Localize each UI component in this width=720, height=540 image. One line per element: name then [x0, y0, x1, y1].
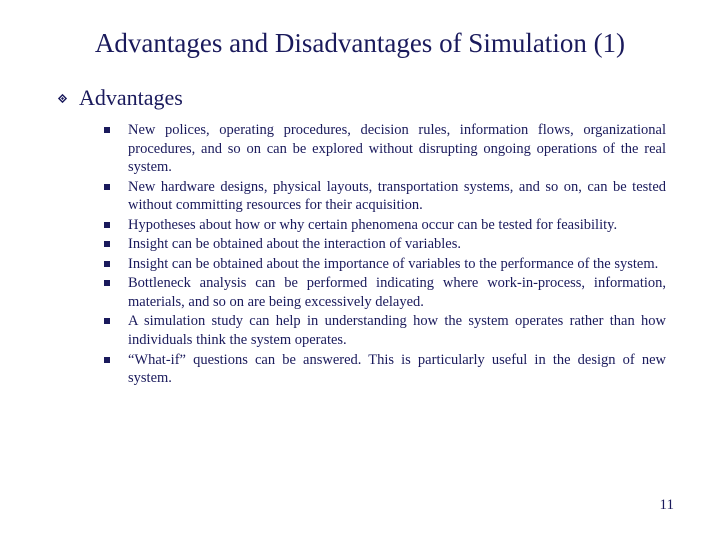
section-heading: Advantages [79, 85, 183, 111]
points-list: New polices, operating procedures, decis… [48, 121, 672, 388]
list-item: Bottleneck analysis can be performed ind… [104, 274, 666, 311]
list-item: A simulation study can help in understan… [104, 312, 666, 349]
slide-title: Advantages and Disadvantages of Simulati… [48, 28, 672, 59]
list-item: “What-if” questions can be answered. Thi… [104, 351, 666, 388]
list-item: Hypotheses about how or why certain phen… [104, 216, 666, 235]
list-item: Insight can be obtained about the intera… [104, 235, 666, 254]
section-heading-row: Advantages [48, 85, 672, 111]
list-item: New polices, operating procedures, decis… [104, 121, 666, 177]
list-item: Insight can be obtained about the import… [104, 255, 666, 274]
list-item: New hardware designs, physical layouts, … [104, 178, 666, 215]
diamond-icon [56, 92, 69, 105]
slide: Advantages and Disadvantages of Simulati… [0, 0, 720, 540]
page-number: 11 [660, 497, 674, 514]
